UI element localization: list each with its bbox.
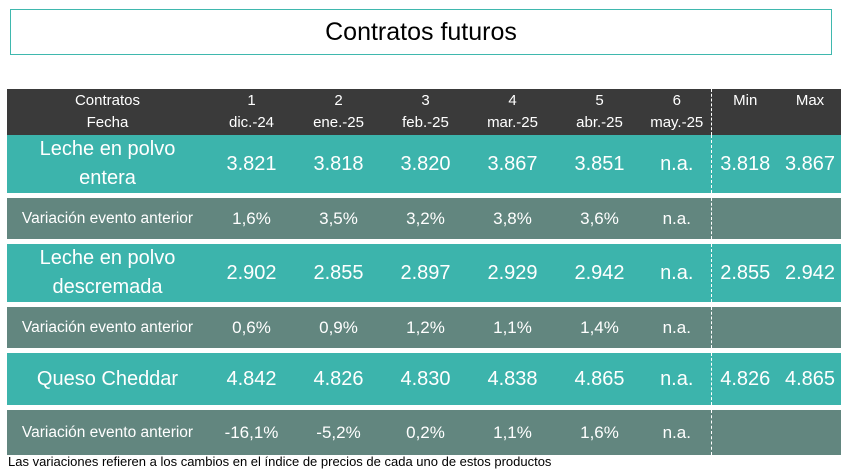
empty-cell bbox=[779, 410, 841, 455]
value-cell: 4.826 bbox=[313, 367, 364, 390]
futures-table: Contratos Fecha 1 dic.-24 2 ene.-25 3 feb.-2… bbox=[7, 89, 841, 455]
header-cell: 2 ene.-25 bbox=[313, 92, 364, 131]
variation-cell: 0,9% bbox=[319, 317, 358, 337]
header-cell: 6 may.-25 bbox=[643, 89, 712, 135]
value-cell: 3.867 bbox=[487, 152, 538, 175]
variation-cell: n.a. bbox=[643, 307, 712, 348]
value-cell: n.a. bbox=[643, 135, 712, 193]
variation-cell: 3,6% bbox=[580, 208, 619, 228]
variation-cell: n.a. bbox=[643, 410, 712, 455]
max-cell: 2.942 bbox=[784, 261, 836, 284]
header-cell: 4 mar.-25 bbox=[487, 92, 538, 131]
min-cell: 3.818 bbox=[720, 152, 771, 175]
value-cell: 2.929 bbox=[487, 261, 538, 284]
value-cell: 3.851 bbox=[574, 152, 625, 175]
variation-cell: 1,2% bbox=[406, 317, 445, 337]
header-cell-max: Max bbox=[795, 92, 825, 109]
empty-cell bbox=[711, 307, 779, 348]
table-header-row: Contratos Fecha 1 dic.-24 2 ene.-25 3 feb.-2… bbox=[7, 89, 841, 135]
max-cell: 4.865 bbox=[784, 367, 836, 390]
table-row-product: Queso Cheddar 4.842 4.826 4.830 4.838 4.… bbox=[7, 353, 841, 405]
variation-label-cell: Variación evento anterior bbox=[21, 209, 194, 227]
header-cell-min: Min bbox=[733, 92, 758, 109]
variation-cell: -16,1% bbox=[224, 422, 279, 442]
value-cell: 4.838 bbox=[487, 367, 538, 390]
empty-cell bbox=[711, 410, 779, 455]
variation-cell: n.a. bbox=[643, 198, 712, 239]
variation-cell: -5,2% bbox=[316, 422, 361, 442]
variation-cell: 3,5% bbox=[319, 208, 358, 228]
header-cell: 5 abr.-25 bbox=[576, 92, 623, 131]
variation-cell: 1,6% bbox=[580, 422, 619, 442]
value-cell: 3.820 bbox=[400, 152, 451, 175]
product-name-cell: Leche en polvo descremada bbox=[39, 247, 176, 298]
row-gap bbox=[7, 405, 841, 410]
value-cell: 3.818 bbox=[313, 152, 364, 175]
variation-cell: 3,2% bbox=[406, 208, 445, 228]
page-title: Contratos futuros bbox=[10, 9, 832, 55]
value-cell: 2.902 bbox=[226, 261, 277, 284]
product-name-cell: Leche en polvo entera bbox=[39, 138, 176, 189]
value-cell: 2.855 bbox=[313, 261, 364, 284]
row-gap bbox=[7, 239, 841, 244]
empty-cell bbox=[779, 198, 841, 239]
value-cell: n.a. bbox=[643, 353, 712, 405]
header-cell: Contratos Fecha bbox=[74, 92, 141, 131]
empty-cell bbox=[711, 198, 779, 239]
value-cell: 4.830 bbox=[400, 367, 451, 390]
table-row-product: Leche en polvo descremada 2.902 2.855 2.8… bbox=[7, 244, 841, 302]
value-cell: 4.842 bbox=[226, 367, 277, 390]
min-cell: 4.826 bbox=[720, 367, 771, 390]
value-cell: 4.865 bbox=[574, 367, 625, 390]
min-cell: 2.855 bbox=[720, 261, 771, 284]
table-row-variation: Variación evento anterior -16,1% -5,2% 0… bbox=[7, 410, 841, 455]
footnote: Las variaciones refieren a los cambios e… bbox=[8, 454, 552, 469]
empty-cell bbox=[779, 307, 841, 348]
variation-cell: 1,1% bbox=[493, 317, 532, 337]
variation-cell: 1,1% bbox=[493, 422, 532, 442]
variation-cell: 1,6% bbox=[232, 208, 271, 228]
table-row-product: Leche en polvo entera 3.821 3.818 3.820 3… bbox=[7, 135, 841, 193]
header-cell: 1 dic.-24 bbox=[228, 92, 275, 131]
row-gap bbox=[7, 348, 841, 353]
variation-label-cell: Variación evento anterior bbox=[21, 423, 194, 441]
variation-cell: 0,2% bbox=[406, 422, 445, 442]
value-cell: 3.821 bbox=[226, 152, 277, 175]
value-cell: 2.897 bbox=[400, 261, 451, 284]
header-cell: 3 feb.-25 bbox=[402, 92, 449, 131]
row-gap bbox=[7, 193, 841, 198]
max-cell: 3.867 bbox=[784, 152, 836, 175]
table-row-variation: Variación evento anterior 1,6% 3,5% 3,2%… bbox=[7, 198, 841, 239]
variation-cell: 1,4% bbox=[580, 317, 619, 337]
value-cell: n.a. bbox=[643, 244, 712, 302]
product-name-cell: Queso Cheddar bbox=[36, 367, 179, 390]
variation-cell: 0,6% bbox=[232, 317, 271, 337]
futures-table-container: Contratos Fecha 1 dic.-24 2 ene.-25 3 feb.-2… bbox=[7, 89, 841, 455]
table-row-variation: Variación evento anterior 0,6% 0,9% 1,2%… bbox=[7, 307, 841, 348]
row-gap bbox=[7, 302, 841, 307]
variation-cell: 3,8% bbox=[493, 208, 532, 228]
variation-label-cell: Variación evento anterior bbox=[21, 318, 194, 336]
value-cell: 2.942 bbox=[574, 261, 625, 284]
